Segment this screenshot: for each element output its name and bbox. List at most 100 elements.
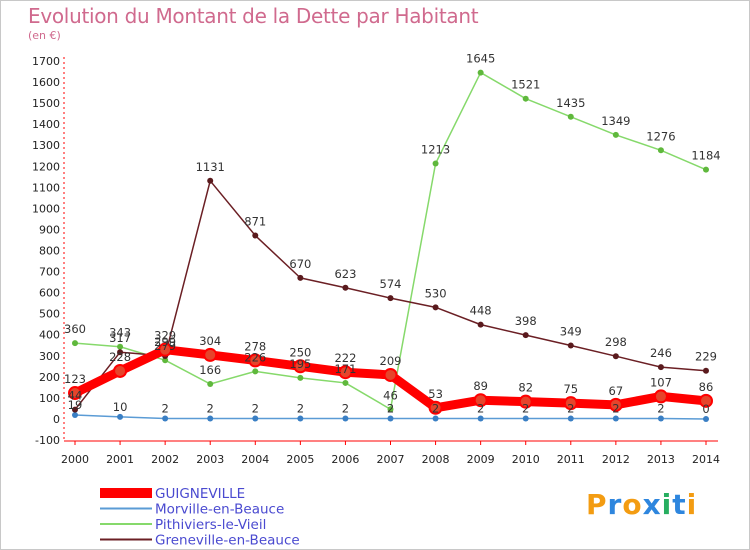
data-label: 1131 (196, 160, 225, 174)
data-label: 228 (109, 350, 131, 364)
data-point (207, 380, 214, 387)
legend-label: Pithiviers-le-Vieil (155, 517, 266, 533)
y-tick-label: 1700 (32, 55, 60, 68)
x-tick-label: 2004 (241, 453, 269, 466)
data-point (477, 415, 484, 422)
data-label: 209 (380, 354, 402, 368)
data-label: 304 (199, 334, 221, 348)
data-point (72, 340, 78, 347)
data-label: 2 (657, 402, 664, 416)
data-point (297, 374, 304, 381)
data-label: 0 (702, 402, 709, 416)
data-point (68, 386, 82, 401)
y-tick-label: 1500 (32, 97, 60, 110)
data-point (653, 389, 668, 404)
data-label: 2 (567, 402, 574, 416)
data-label: 670 (289, 257, 311, 271)
data-label: 67 (609, 384, 624, 398)
data-label: 398 (515, 314, 537, 328)
legend-label: Greneville-en-Beauce (155, 533, 300, 549)
y-tick-label: 600 (39, 287, 60, 300)
data-label: 360 (64, 322, 86, 336)
x-tick-label: 2007 (377, 453, 405, 466)
y-tick-label: 700 (39, 266, 60, 279)
x-tick-label: 2003 (196, 453, 224, 466)
data-point (657, 415, 664, 422)
data-point (113, 363, 128, 378)
data-label: 2 (252, 402, 259, 416)
x-tick-label: 2013 (647, 453, 675, 466)
data-point (657, 147, 664, 154)
y-tick-label: -100 (35, 434, 60, 447)
data-point (522, 415, 529, 422)
data-label: 349 (560, 324, 582, 338)
data-point (117, 413, 124, 420)
logo-letter: i (686, 488, 698, 521)
data-label: 1276 (646, 129, 675, 143)
legend-label: GUIGNEVILLE (155, 486, 245, 502)
logo-letter: r (607, 488, 623, 521)
data-label: 171 (334, 362, 356, 376)
data-label: 1349 (601, 114, 630, 128)
data-point (567, 113, 574, 120)
data-label: 329 (154, 329, 176, 343)
x-tick-label: 2005 (286, 453, 314, 466)
data-point (387, 415, 394, 422)
data-point (608, 397, 623, 412)
data-label: 1184 (691, 149, 720, 163)
data-point (387, 406, 394, 413)
data-label: 2 (161, 402, 168, 416)
y-tick-label: 1300 (32, 139, 60, 152)
data-label: 86 (699, 380, 714, 394)
y-tick-label: 1000 (32, 202, 60, 215)
data-label: 1521 (511, 78, 540, 92)
data-label: 123 (64, 372, 86, 386)
data-point (699, 393, 713, 408)
y-tick-label: 800 (39, 245, 60, 258)
data-label: 279 (154, 339, 176, 353)
data-label: 107 (650, 375, 672, 389)
data-label: 2 (342, 402, 349, 416)
y-tick-label: 400 (39, 329, 60, 342)
data-label: 82 (518, 381, 533, 395)
data-label: 2 (387, 402, 394, 416)
logo-letter: o (622, 488, 643, 521)
logo-letter: i (661, 488, 673, 521)
logo-letter: t (672, 488, 687, 521)
data-label: 195 (289, 357, 311, 371)
data-point (162, 357, 169, 364)
data-point (432, 415, 439, 422)
y-tick-label: 100 (39, 392, 60, 405)
x-tick-label: 2000 (61, 453, 89, 466)
data-label: 299 (154, 335, 176, 349)
data-label: 226 (244, 350, 266, 364)
data-label: 53 (428, 387, 443, 401)
data-label: 298 (605, 335, 627, 349)
data-point (703, 166, 709, 173)
data-label: 2 (432, 402, 439, 416)
data-point (428, 400, 443, 415)
data-label: 46 (383, 388, 398, 402)
data-point (387, 295, 394, 302)
data-point (117, 343, 124, 350)
data-label: 10 (113, 400, 128, 414)
x-tick-label: 2014 (692, 453, 720, 466)
x-tick-label: 2011 (557, 453, 585, 466)
data-label: 530 (425, 286, 447, 300)
data-point (563, 396, 578, 411)
data-point (158, 342, 173, 357)
proxiti-logo: Proxiti (586, 488, 697, 521)
data-point (252, 368, 259, 375)
data-point (477, 321, 484, 328)
data-point (522, 332, 529, 339)
x-tick-label: 2010 (512, 453, 540, 466)
data-label: 574 (380, 277, 402, 291)
x-tick-label: 2001 (106, 453, 134, 466)
y-tick-label: 900 (39, 223, 60, 236)
y-tick-label: 1200 (32, 160, 60, 173)
data-label: 278 (244, 339, 266, 353)
data-label: 75 (563, 382, 578, 396)
